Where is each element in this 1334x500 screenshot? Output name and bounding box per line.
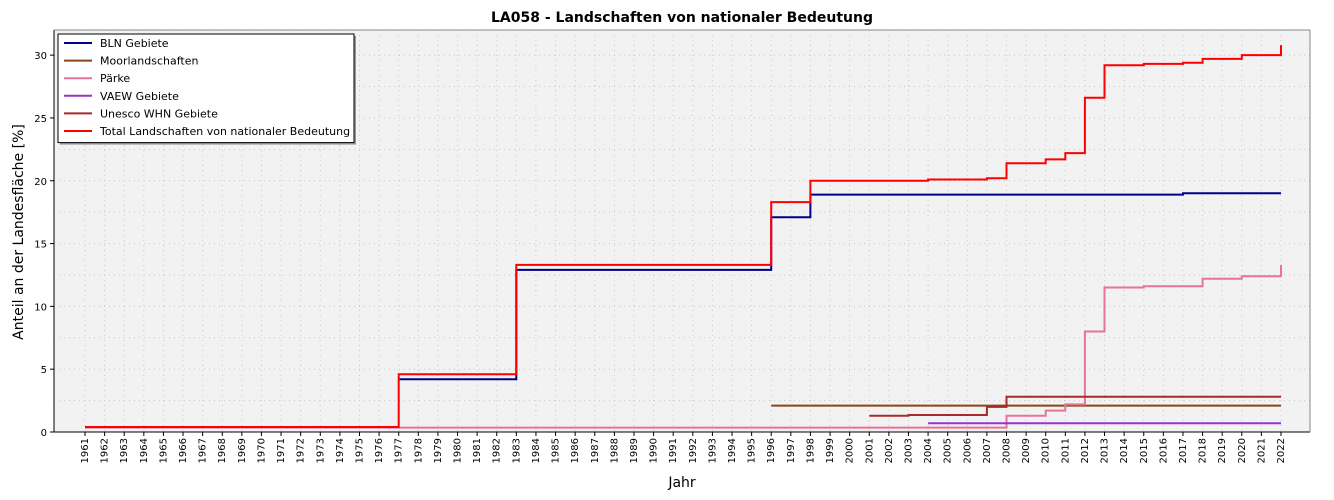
legend: BLN Gebiete Moorlandschaften Pärke VAEW Geb… [57,33,356,145]
x-tick-label: 1967 [198,438,209,463]
x-tick-label: 1982 [492,438,503,463]
legend-label: Unesco WHN Gebiete [100,107,218,120]
legend-label: Pärke [100,72,130,85]
x-tick-label: 2013 [1100,438,1111,463]
x-tick-label: 1964 [139,438,150,463]
x-tick-label: 2019 [1217,438,1228,463]
y-tick-label: 15 [34,240,47,251]
x-tick-label: 2021 [1256,438,1267,463]
x-tick-label: 2022 [1276,438,1287,463]
legend-label: Moorlandschaften [100,55,198,68]
x-tick-label: 1990 [649,438,660,463]
x-tick-label: 1969 [237,438,248,463]
x-tick-label: 1970 [256,438,267,463]
x-tick-label: 2010 [1041,438,1052,463]
x-tick-label: 1981 [472,438,483,463]
x-tick-label: 1973 [315,438,326,463]
x-tick-label: 2002 [884,438,895,463]
x-tick-label: 1993 [707,438,718,463]
axes [53,29,1311,433]
x-tick-label: 1998 [805,438,816,463]
x-tick-label: 1965 [158,438,169,463]
x-tick-label: 2011 [1060,438,1071,463]
x-tick-label: 1996 [766,438,777,463]
x-tick-label: 1966 [178,438,189,463]
x-tick-label: 1986 [570,438,581,463]
x-tick-label: 2016 [1158,438,1169,463]
y-tick-label: 10 [34,302,47,313]
x-tick-label: 1978 [413,438,424,463]
x-tick-label: 2006 [962,438,973,463]
y-tick-label: 0 [41,428,47,439]
x-tick-label: 2017 [1178,438,1189,463]
x-tick-label: 1976 [374,438,385,463]
legend-label: Total Landschaften von nationaler Bedeut… [99,125,350,138]
y-tick-label: 20 [34,177,47,188]
x-tick-label: 2014 [1119,438,1130,463]
series-line-total-landschaften-von-nationaler-bedeutung [85,45,1282,428]
x-tick-label: 2000 [845,438,856,463]
legend-box [57,33,355,144]
x-tick-label: 2001 [864,438,875,463]
series-line-unesco-whn-gebiete [869,395,1281,417]
x-tick-label: 1985 [551,438,562,463]
x-tick-label: 1971 [276,438,287,463]
y-tick-label: 5 [41,365,47,376]
x-tick-label: 2008 [1002,438,1013,463]
x-tick-label: 2020 [1237,438,1248,463]
gridlines [54,30,1310,432]
series-group [85,45,1282,429]
x-tick-labels: 1961 1962 1963 1964 1965 1966 1967 1968 1969 1970… [80,432,1287,463]
x-tick-label: 1962 [100,438,111,463]
x-tick-label: 1997 [786,438,797,463]
x-tick-label: 1995 [747,438,758,463]
x-tick-label: 1989 [629,438,640,463]
x-tick-label: 2003 [903,438,914,463]
x-tick-label: 1961 [80,438,91,463]
x-tick-label: 1974 [335,438,346,463]
x-tick-label: 2018 [1198,438,1209,463]
x-tick-label: 1977 [394,438,405,463]
x-tick-label: 2012 [1080,438,1091,463]
x-tick-label: 2009 [1021,438,1032,463]
x-axis-label: Jahr [667,475,696,491]
x-tick-label: 1972 [296,438,307,463]
x-tick-label: 1999 [825,438,836,463]
y-tick-label: 30 [34,51,47,62]
y-tick-label: 25 [34,114,47,125]
x-tick-label: 1988 [609,438,620,463]
x-tick-label: 1980 [453,438,464,463]
y-tick-labels: 0 5 10 15 20 25 30 [34,51,54,439]
x-tick-label: 1963 [119,438,130,463]
y-axis-label: Anteil an der Landesfläche [%] [11,124,27,340]
x-tick-label: 1983 [511,438,522,463]
x-tick-label: 1975 [354,438,365,463]
x-tick-label: 1987 [590,438,601,463]
x-tick-label: 1979 [433,438,444,463]
x-tick-label: 2007 [982,438,993,463]
x-tick-label: 2015 [1139,438,1150,463]
x-tick-label: 1968 [217,438,228,463]
x-tick-label: 2004 [923,438,934,463]
chart-title: LA058 - Landschaften von nationaler Bede… [491,10,873,26]
x-tick-label: 1984 [531,438,542,463]
x-tick-label: 1991 [668,438,679,463]
x-tick-label: 1994 [727,438,738,463]
x-tick-label: 2005 [943,438,954,463]
legend-label: BLN Gebiete [100,37,169,50]
x-tick-label: 1992 [688,438,699,463]
series-line-p-rke [85,264,1282,429]
legend-label: VAEW Gebiete [100,90,179,103]
